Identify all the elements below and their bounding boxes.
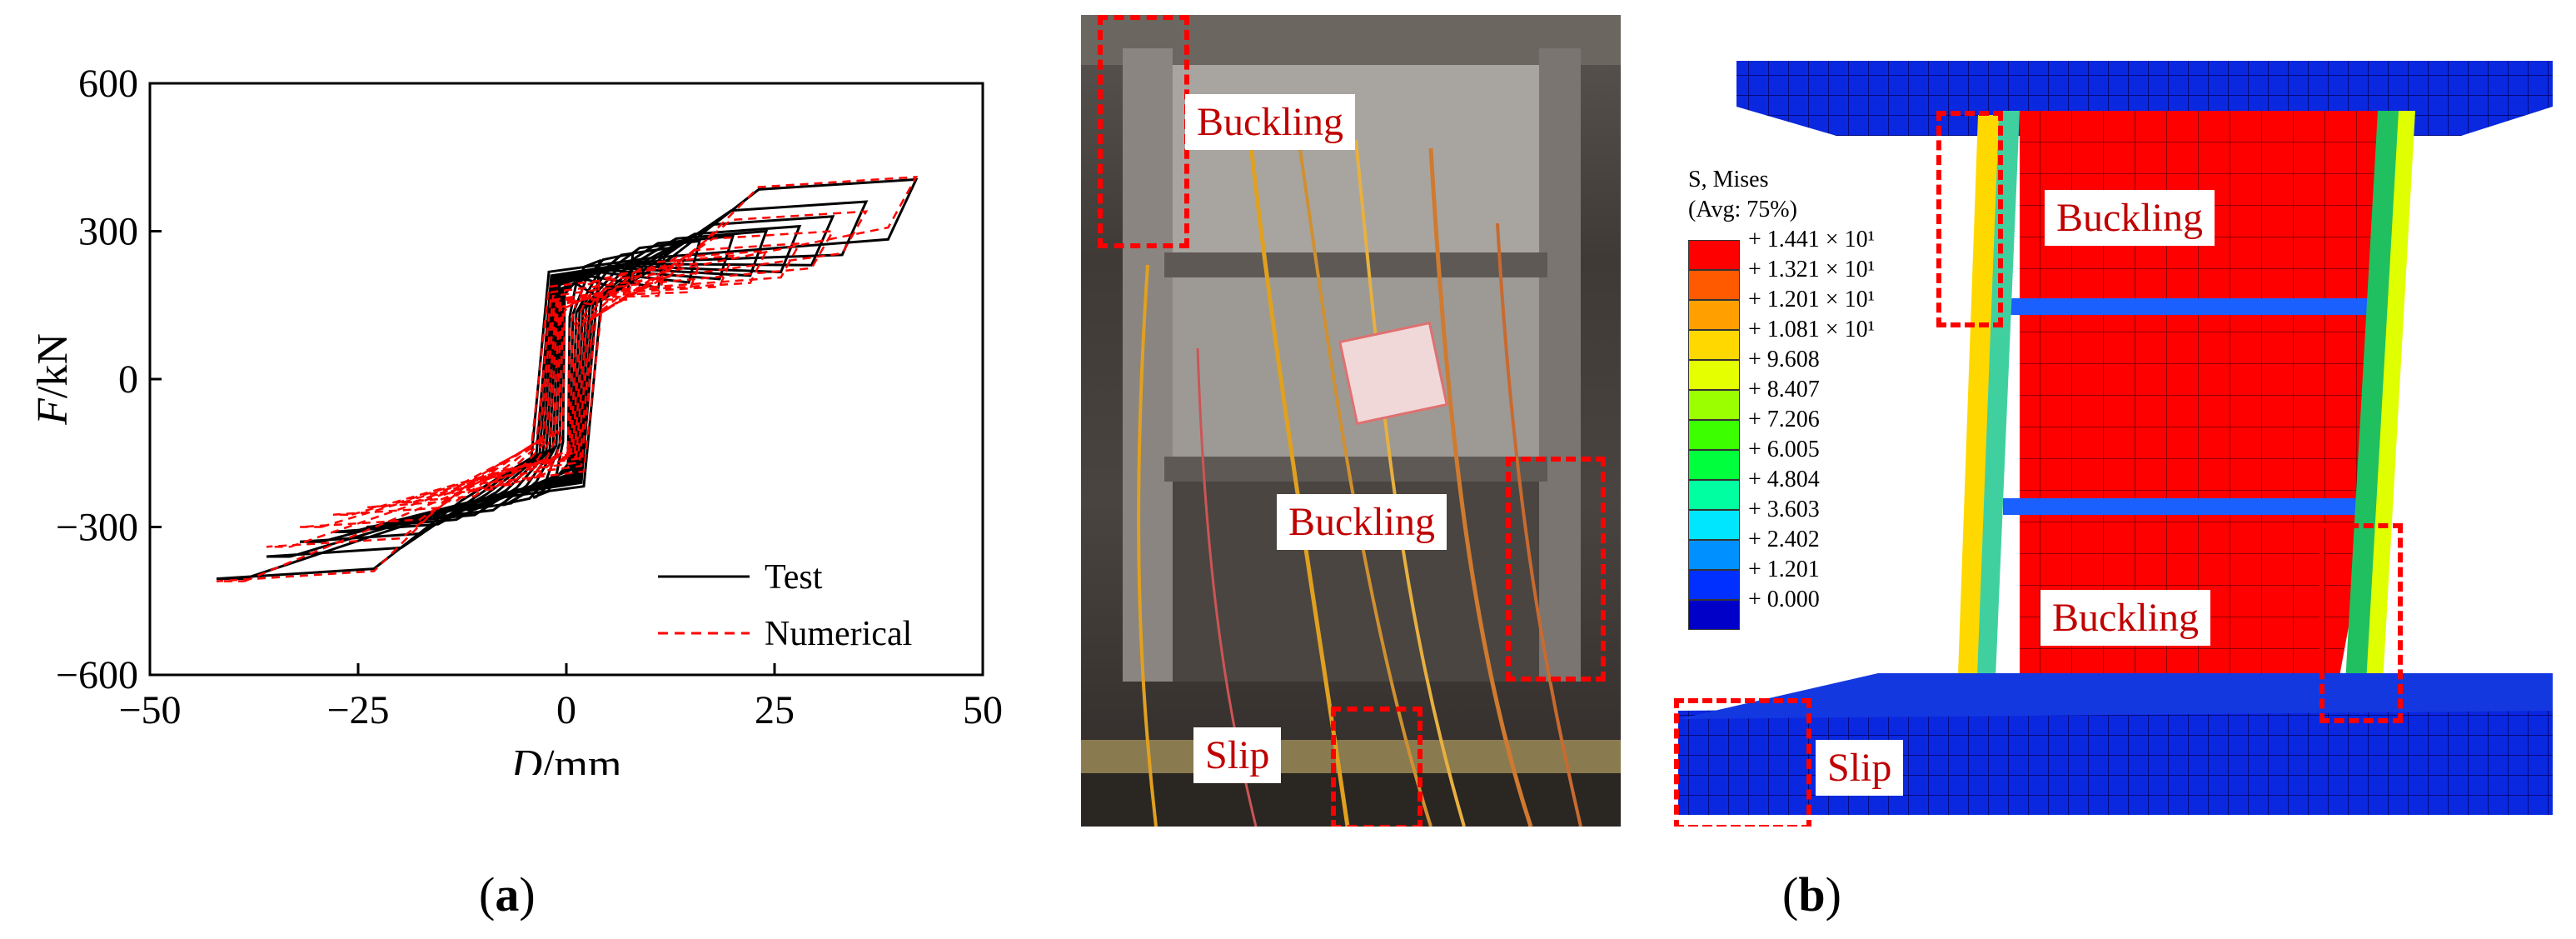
- y-tick-label: 300: [78, 210, 138, 254]
- legend-value: + 7.206: [1748, 407, 1820, 432]
- legend-value: + 9.608: [1748, 347, 1820, 372]
- numerical-loop-7: [332, 242, 802, 516]
- y-tick-label: 0: [118, 357, 138, 402]
- test-loop-10: [216, 177, 919, 581]
- photo-buckling-mid-box: [1506, 457, 1606, 682]
- x-tick-label: 25: [755, 688, 795, 732]
- fe-slip-label: Slip: [1816, 740, 1904, 796]
- legend-value: + 6.005: [1748, 437, 1820, 462]
- fe-buckling-bottom-box: [2319, 523, 2403, 723]
- legend-swatch: [1688, 270, 1740, 300]
- x-tick-label: 50: [963, 688, 1003, 732]
- y-tick-label: 600: [78, 62, 138, 106]
- fe-legend-title-1: S, Mises: [1688, 167, 1769, 192]
- panel-b-label: (b): [1782, 867, 1841, 922]
- test-loop-6: [366, 229, 769, 528]
- legend-swatch: [1688, 570, 1740, 600]
- legend-value: + 2.402: [1748, 527, 1820, 552]
- legend-value: + 3.603: [1748, 497, 1820, 522]
- test-specimen-photo: Buckling Buckling Slip: [1081, 15, 1621, 827]
- legend-swatch: [1688, 240, 1740, 270]
- x-tick-label: 0: [556, 688, 576, 732]
- fe-buckling-top-box: [1936, 111, 2003, 327]
- fe-model-view: S, Mises (Avg: 75%) + 1.441 × 10¹ + 1.321…: [1628, 15, 2569, 827]
- legend-numerical-label: Numerical: [765, 615, 912, 653]
- plot-frame: [148, 82, 984, 677]
- legend-swatch: [1688, 390, 1740, 420]
- panel-a-label: (a): [479, 867, 536, 922]
- legend-swatch: [1688, 510, 1740, 540]
- numerical-loop-6: [366, 249, 769, 509]
- legend-swatch: [1688, 300, 1740, 330]
- numerical-loop-5: [399, 254, 735, 504]
- test-loop-9: [266, 200, 869, 558]
- legend-swatch: [1688, 420, 1740, 450]
- legend-value: + 1.441 × 10¹: [1748, 227, 1875, 252]
- legend-value: + 1.321 × 10¹: [1748, 257, 1875, 282]
- numerical-loop-10: [216, 176, 919, 582]
- legend-value: + 1.081 × 10¹: [1748, 317, 1875, 342]
- axis-ticks: −50 −25 0 25 50 −600 −300 0 300 600: [56, 62, 1003, 732]
- fe-buckling-top-label: Buckling: [2045, 190, 2215, 246]
- photo-slip-label: Slip: [1193, 727, 1282, 783]
- legend-value: + 8.407: [1748, 377, 1820, 402]
- y-axis-title: F/kN: [29, 333, 77, 426]
- legend-swatch: [1688, 450, 1740, 480]
- x-tick-label: −25: [326, 688, 389, 732]
- legend-value: + 0.000: [1748, 587, 1820, 612]
- legend-swatch: [1688, 360, 1740, 390]
- y-tick-label: −600: [56, 653, 138, 697]
- numerical-loop-9: [266, 210, 869, 548]
- legend-swatch: [1688, 600, 1740, 630]
- y-tick-label: −300: [56, 506, 138, 550]
- numerical-loop-2: [499, 272, 635, 487]
- photo-stiffener-1: [1164, 252, 1547, 277]
- photo-buckling-top-box: [1098, 15, 1189, 248]
- legend-swatch: [1688, 480, 1740, 510]
- legend-test-label: Test: [765, 558, 823, 597]
- photo-buckling-top-label: Buckling: [1185, 94, 1355, 150]
- photo-base-beam: [1081, 740, 1621, 773]
- photo-wires: [1137, 114, 1582, 827]
- photo-stiffener-2: [1164, 457, 1547, 482]
- legend-value: + 1.201 × 10¹: [1748, 287, 1875, 312]
- fe-legend-title-2: (Avg: 75%): [1688, 197, 1797, 222]
- x-axis-title: D/mm: [511, 742, 622, 775]
- photo-slip-box: [1331, 707, 1423, 827]
- legend-value: + 4.804: [1748, 467, 1820, 492]
- legend-swatch: [1688, 330, 1740, 360]
- x-tick-label: −50: [118, 688, 181, 732]
- numerical-loop-1: [532, 278, 601, 479]
- fe-buckling-bottom-label: Buckling: [2040, 590, 2210, 646]
- numerical-loop-3: [466, 267, 668, 492]
- photo-floor: [1081, 773, 1621, 827]
- photo-left-column: [1123, 48, 1173, 682]
- photo-buckling-mid-label: Buckling: [1277, 494, 1447, 550]
- fe-slip-box: [1674, 698, 1811, 827]
- chart-legend: Test Numerical: [658, 558, 912, 653]
- numerical-loop-8: [299, 230, 835, 528]
- legend-swatch: [1688, 540, 1740, 570]
- chart-marks: [216, 176, 919, 582]
- photo-right-column: [1539, 48, 1581, 682]
- hysteresis-chart: −50 −25 0 25 50 −600 −300 0 300 600 Test Numerica…: [29, 62, 1003, 775]
- legend-value: + 1.201: [1748, 557, 1820, 582]
